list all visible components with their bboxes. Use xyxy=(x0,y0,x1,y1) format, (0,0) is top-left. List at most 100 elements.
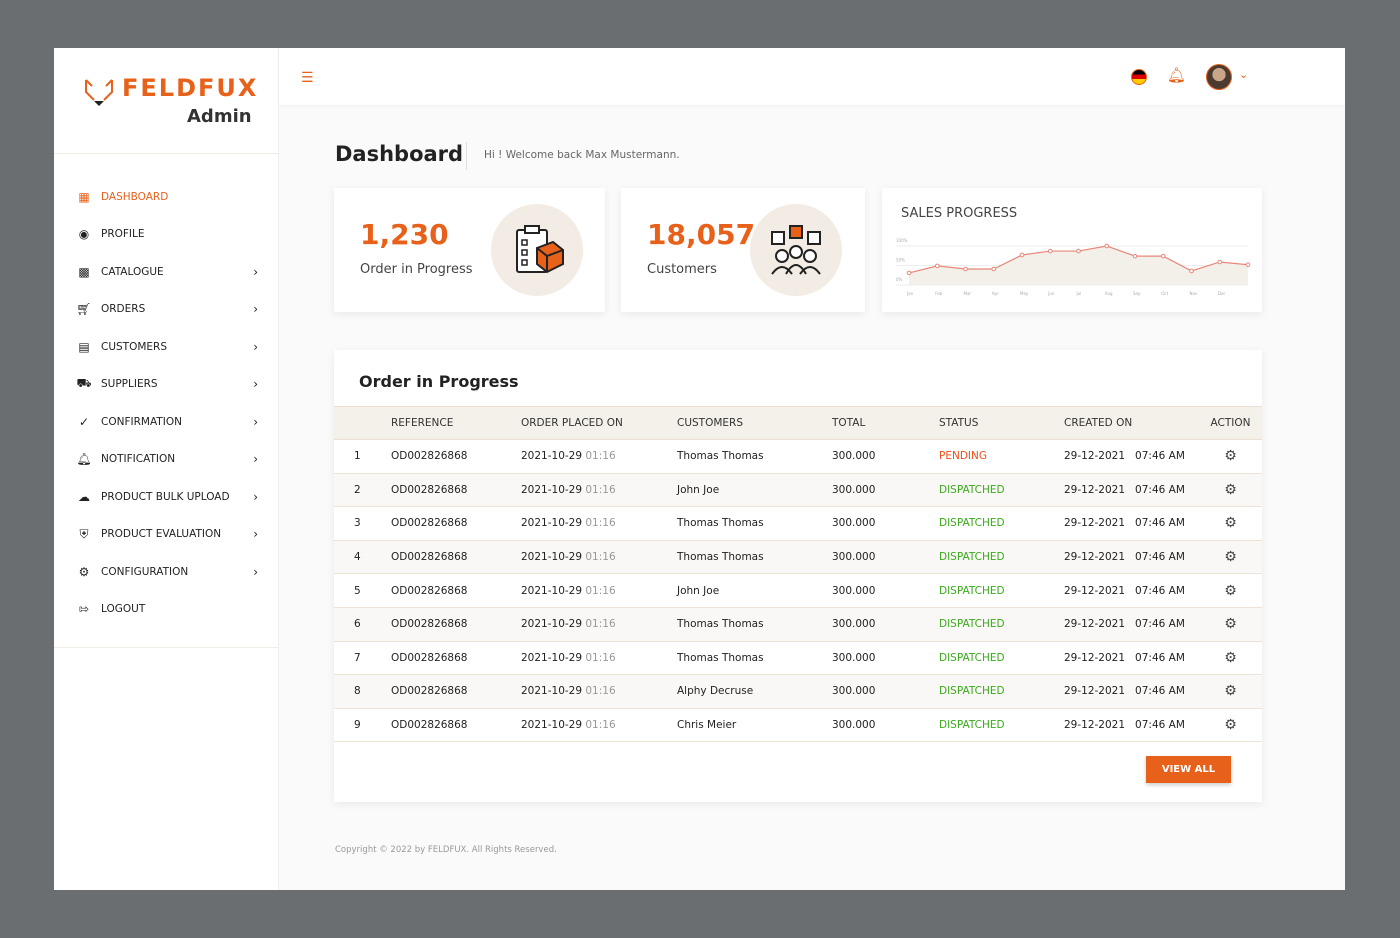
order-date: 2021-10-29 xyxy=(521,551,583,564)
created-date: 29-12-2021 xyxy=(1064,551,1126,564)
gear-icon[interactable]: ⚙ xyxy=(1224,481,1237,498)
action-cell: ⚙ xyxy=(1199,607,1262,642)
table-row[interactable]: 8 OD002826868 2021-10-29 01:16 Alphy Dec… xyxy=(334,674,1262,709)
row-number: 4 xyxy=(334,540,391,575)
german-flag-icon[interactable] xyxy=(1131,69,1147,85)
order-time: 01:16 xyxy=(585,551,616,564)
sidebar-item-suppliers[interactable]: ⛟ SUPPLIERS › xyxy=(54,366,278,404)
table-row[interactable]: 1 OD002826868 2021-10-29 01:16 Thomas Th… xyxy=(334,439,1262,474)
action-cell: ⚙ xyxy=(1199,439,1262,474)
table-row[interactable]: 9 OD002826868 2021-10-29 01:16 Chris Mei… xyxy=(334,708,1262,743)
sidebar-nav: ▦ DASHBOARD ◉ PROFILE ▩ CATALOGUE › 🛒︎ ORDERS › ▤ C… xyxy=(54,154,278,648)
table-row[interactable]: 4 OD002826868 2021-10-29 01:16 Thomas Th… xyxy=(334,540,1262,575)
created-date: 29-12-2021 xyxy=(1064,483,1126,496)
customer: John Joe xyxy=(677,473,832,508)
gear-icon[interactable]: ⚙ xyxy=(1224,515,1237,532)
data-point xyxy=(1104,243,1110,249)
sidebar-item-label: PRODUCT BULK UPLOAD xyxy=(101,490,230,503)
view-all-button[interactable]: VIEW ALL xyxy=(1146,756,1231,783)
sidebar-item-confirmation[interactable]: ✓ CONFIRMATION › xyxy=(54,403,278,441)
chevron-down-icon[interactable]: ⌄ xyxy=(1239,68,1249,81)
bell-icon[interactable]: 🔔︎ xyxy=(1167,66,1187,84)
table-row[interactable]: 7 OD002826868 2021-10-29 01:16 Thomas Th… xyxy=(334,641,1262,676)
sidebar-item-dashboard[interactable]: ▦ DASHBOARD xyxy=(54,178,278,216)
data-point xyxy=(1189,268,1194,274)
customer: Thomas Thomas xyxy=(677,607,832,642)
truck-icon: ⛟ xyxy=(76,376,92,391)
table-row[interactable]: 2 OD002826868 2021-10-29 01:16 John Joe … xyxy=(334,473,1262,508)
sidebar-item-catalogue[interactable]: ▩ CATALOGUE › xyxy=(54,253,278,291)
row-number: 8 xyxy=(334,674,391,709)
table-row[interactable]: 5 OD002826868 2021-10-29 01:16 John Joe … xyxy=(334,573,1262,608)
status-badge: DISPATCHED xyxy=(939,540,1064,575)
catalogue-icon: ▩ xyxy=(78,264,90,279)
gear-icon[interactable]: ⚙ xyxy=(1224,448,1237,465)
logout-icon: ⇰ xyxy=(78,602,90,617)
stat-card-orders: 1,230 Order in Progress xyxy=(334,188,605,312)
customer: Thomas Thomas xyxy=(677,641,832,676)
sidebar-item-customers[interactable]: ▤ CUSTOMERS › xyxy=(54,328,278,366)
created-time: 07:46 AM xyxy=(1135,551,1185,564)
brand-name: FELDFUX xyxy=(122,74,259,102)
x-tick-label: Jun xyxy=(1047,291,1055,296)
status-badge: DISPATCHED xyxy=(939,641,1064,676)
gear-icon[interactable]: ⚙ xyxy=(1224,683,1237,700)
menu-icon[interactable]: ☰ xyxy=(301,70,314,86)
x-tick-label: Feb xyxy=(935,291,943,296)
row-number: 3 xyxy=(334,506,391,541)
sidebar-item-notification[interactable]: 🔔︎ NOTIFICATION › xyxy=(54,441,278,479)
chevron-right-icon: › xyxy=(253,302,258,317)
sidebar-item-configuration[interactable]: ⚙ CONFIGURATION › xyxy=(54,553,278,591)
avatar[interactable] xyxy=(1206,64,1232,90)
gear-icon[interactable]: ⚙ xyxy=(1224,549,1237,566)
sidebar-item-product-bulk-upload[interactable]: ☁ PRODUCT BULK UPLOAD › xyxy=(54,478,278,516)
sidebar-item-product-evaluation[interactable]: ⛨ PRODUCT EVALUATION › xyxy=(54,516,278,554)
sidebar-item-label: SUPPLIERS xyxy=(101,378,158,391)
y-tick-label: 100% xyxy=(896,238,908,243)
sidebar-item-profile[interactable]: ◉ PROFILE xyxy=(54,216,278,254)
action-cell: ⚙ xyxy=(1199,506,1262,541)
sidebar-item-orders[interactable]: 🛒︎ ORDERS › xyxy=(54,291,278,329)
x-tick-label: Jul xyxy=(1076,291,1082,296)
reference: OD002826868 xyxy=(391,607,521,642)
status-badge: DISPATCHED xyxy=(939,708,1064,743)
order-placed-on: 2021-10-29 01:16 xyxy=(521,473,677,508)
reference: OD002826868 xyxy=(391,573,521,608)
order-placed-on: 2021-10-29 01:16 xyxy=(521,641,677,676)
created-time: 07:46 AM xyxy=(1135,719,1185,732)
created-time: 07:46 AM xyxy=(1135,584,1185,597)
reference: OD002826868 xyxy=(391,439,521,474)
gear-icon[interactable]: ⚙ xyxy=(1224,582,1237,599)
reference: OD002826868 xyxy=(391,674,521,709)
total: 300.000 xyxy=(832,540,939,575)
table-row[interactable]: 3 OD002826868 2021-10-29 01:16 Thomas Th… xyxy=(334,506,1262,541)
gear-icon[interactable]: ⚙ xyxy=(1224,717,1237,734)
chevron-right-icon: › xyxy=(253,527,258,542)
column-header: REFERENCE xyxy=(391,406,521,440)
table-row[interactable]: 6 OD002826868 2021-10-29 01:16 Thomas Th… xyxy=(334,607,1262,642)
sidebar-item-label: DASHBOARD xyxy=(101,190,169,203)
action-cell: ⚙ xyxy=(1199,473,1262,508)
status-badge: DISPATCHED xyxy=(939,607,1064,642)
app-window: FELDFUX Admin ▦ DASHBOARD ◉ PROFILE ▩ CATALOG… xyxy=(54,48,1345,890)
sidebar-item-label: CONFIRMATION xyxy=(101,415,182,428)
created-date: 29-12-2021 xyxy=(1064,719,1126,732)
stat-label: Order in Progress xyxy=(360,262,473,277)
stat-card-customers: 18,057 Customers xyxy=(621,188,865,312)
data-point xyxy=(1132,253,1138,259)
total: 300.000 xyxy=(832,506,939,541)
sidebar-item-logout[interactable]: ⇰ LOGOUT xyxy=(54,591,278,629)
topbar: ☰ 🔔︎ ⌄ xyxy=(279,48,1345,105)
created-on: 29-12-2021 07:46 AM xyxy=(1064,540,1199,575)
order-time: 01:16 xyxy=(585,483,616,496)
row-number: 7 xyxy=(334,641,391,676)
check-icon: ✓ xyxy=(78,414,90,429)
order-placed-on: 2021-10-29 01:16 xyxy=(521,573,677,608)
created-time: 07:46 AM xyxy=(1135,450,1185,463)
gear-icon[interactable]: ⚙ xyxy=(1224,616,1237,633)
total: 300.000 xyxy=(832,439,939,474)
area-fill xyxy=(909,246,1248,285)
order-time: 01:16 xyxy=(585,450,616,463)
data-point xyxy=(1245,262,1251,268)
gear-icon[interactable]: ⚙ xyxy=(1224,649,1237,666)
